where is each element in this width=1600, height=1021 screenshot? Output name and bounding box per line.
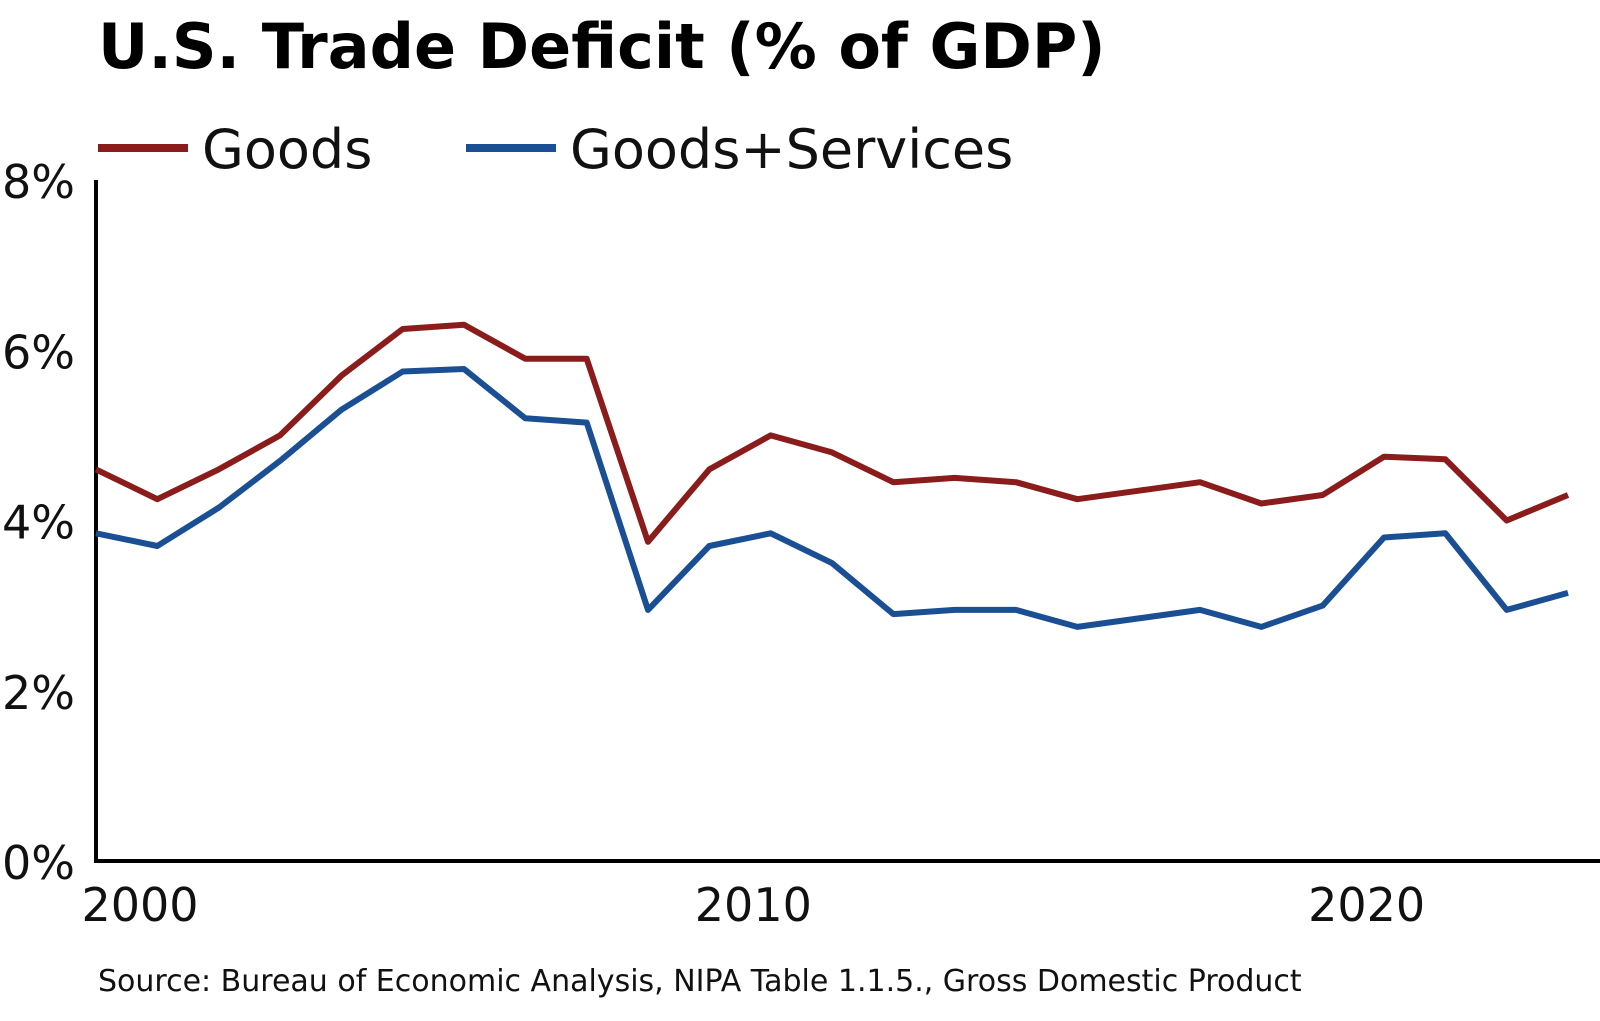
y-tick-label: 0%: [2, 836, 75, 890]
series-line-goods-services: [95, 366, 1569, 630]
x-tick-label: 2000: [81, 878, 198, 932]
axes: [94, 180, 1600, 863]
series-line-goods: [94, 321, 1570, 545]
y-tick-label: 4%: [2, 496, 75, 550]
chart-title: U.S. Trade Deficit (% of GDP): [98, 10, 1106, 83]
y-tick-label: 2%: [2, 666, 75, 720]
y-tick-label: 8%: [2, 155, 75, 209]
legend: Goods Goods+Services: [98, 118, 1013, 181]
source-note: Source: Bureau of Economic Analysis, NIP…: [98, 964, 1302, 999]
x-tick-label: 2020: [1308, 878, 1425, 932]
plot-area: [94, 321, 1570, 630]
y-tick-label: 6%: [2, 325, 75, 379]
legend-goods-label: Goods: [202, 118, 372, 181]
legend-goods-services-label: Goods+Services: [570, 118, 1013, 181]
x-tick-label: 2010: [695, 878, 812, 932]
y-tick-labels: 0% 2% 4% 6% 8%: [2, 155, 75, 890]
x-tick-labels: 2000 2010 2020: [81, 878, 1425, 932]
